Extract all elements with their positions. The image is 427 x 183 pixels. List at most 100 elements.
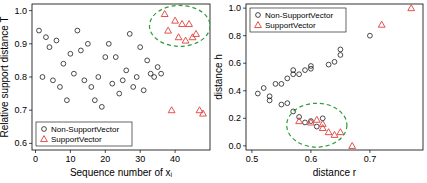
point (47, 45, 52, 50)
legend-marker (42, 127, 47, 132)
point (186, 21, 193, 27)
point (261, 86, 266, 91)
y-tick-label: 0.0 (228, 141, 241, 151)
y-tick-label: 0.6 (14, 138, 27, 148)
point (172, 17, 179, 23)
point (37, 28, 42, 33)
point (378, 21, 385, 27)
point (120, 78, 125, 83)
y-tick-label: 1.0 (14, 6, 27, 16)
x-tick (105, 150, 106, 153)
point (408, 5, 415, 11)
legend: Non-SupportVectorSupportVector (250, 8, 346, 32)
legend-label: Non-SupportVector (51, 125, 119, 134)
point (44, 35, 49, 40)
point (58, 85, 63, 90)
point (138, 45, 143, 50)
point (313, 116, 320, 122)
point (131, 85, 136, 90)
y-tick-label: 0.8 (14, 72, 27, 82)
point (337, 129, 344, 135)
point (325, 129, 332, 135)
y-tick (29, 77, 32, 78)
x-tick (369, 150, 370, 153)
y-axis-title: distance h (213, 54, 224, 100)
legend-label: Non-SupportVector (265, 11, 333, 20)
point (297, 72, 302, 77)
point (99, 104, 104, 109)
point (134, 75, 139, 80)
highlight-ellipse (149, 5, 210, 46)
x-tick (35, 150, 36, 153)
y-tick (243, 8, 246, 9)
point (179, 21, 186, 27)
point (165, 27, 172, 33)
x-tick (251, 150, 252, 153)
point (103, 55, 108, 60)
point (285, 76, 290, 81)
point (182, 37, 189, 43)
point (279, 102, 284, 107)
point (124, 68, 129, 73)
point (127, 31, 132, 36)
x-tick-label: 0.5 (246, 154, 259, 164)
y-tick-label: 1.0 (228, 3, 241, 13)
point (89, 85, 94, 90)
x-tick-label: 0 (33, 154, 38, 164)
panel: 0.50.60.70.00.20.40.60.81.0distance rdis… (213, 3, 423, 178)
point (338, 47, 343, 52)
y-tick (243, 35, 246, 36)
point (65, 98, 70, 103)
legend-marker (255, 22, 262, 28)
point (175, 34, 182, 40)
y-tick (243, 90, 246, 91)
x-tick (140, 150, 141, 153)
x-axis-title: Sequence number of xᵢ (70, 167, 173, 178)
point (159, 71, 164, 76)
legend-marker (256, 13, 261, 18)
y-tick (29, 43, 32, 44)
x-tick (310, 150, 311, 153)
point (51, 78, 56, 83)
y-tick (243, 63, 246, 64)
point (54, 38, 59, 43)
point (309, 64, 314, 69)
legend: Non-SupportVectorSupportVector (36, 122, 132, 146)
figure: 0102030400.60.70.80.91.0Sequence number … (0, 0, 427, 183)
point (200, 110, 207, 116)
x-tick-label: 40 (170, 154, 180, 164)
point (152, 75, 157, 80)
panel: 0102030400.60.70.80.91.0Sequence number … (0, 4, 210, 178)
x-tick-label: 20 (100, 154, 110, 164)
point (145, 58, 150, 63)
y-tick (29, 10, 32, 11)
point (332, 59, 337, 64)
plot-frame (32, 4, 210, 150)
point (110, 81, 115, 86)
point (40, 75, 45, 80)
point (117, 91, 122, 96)
marks (37, 5, 210, 116)
y-tick-label: 0.6 (228, 58, 241, 68)
point (285, 101, 290, 106)
y-tick (243, 118, 246, 119)
point (71, 71, 76, 76)
y-tick (243, 145, 246, 146)
point (141, 88, 146, 93)
y-tick-label: 0.8 (228, 31, 241, 41)
legend-box (250, 8, 346, 32)
y-tick-label: 0.2 (228, 113, 241, 123)
point (96, 75, 101, 80)
point (349, 142, 356, 148)
point (85, 41, 90, 46)
point (155, 65, 160, 70)
point (82, 78, 87, 83)
legend-label: SupportVector (265, 21, 316, 30)
legend-marker (41, 136, 48, 142)
point (303, 68, 308, 73)
y-tick-label: 0.7 (14, 105, 27, 115)
point (326, 62, 331, 67)
x-tick-label: 30 (135, 154, 145, 164)
x-tick-label: 0.6 (305, 154, 318, 164)
x-tick-label: 0.7 (364, 154, 377, 164)
